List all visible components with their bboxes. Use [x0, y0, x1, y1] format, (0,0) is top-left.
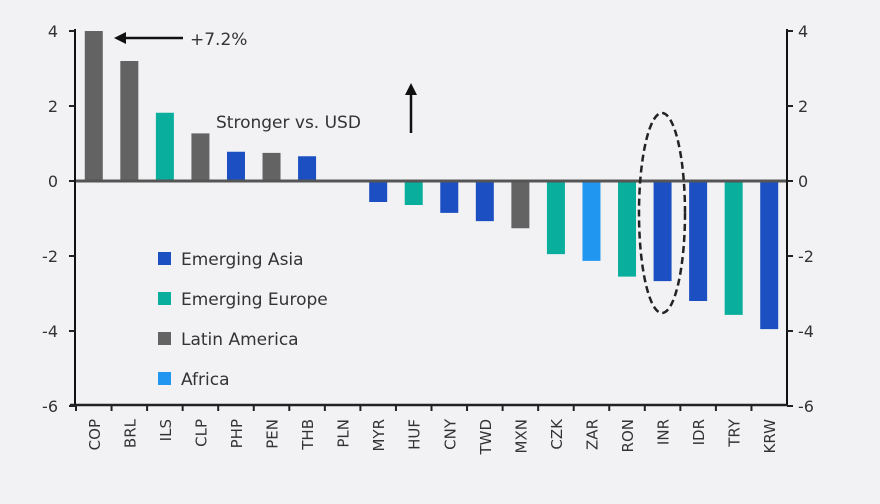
bar-thb [298, 156, 317, 181]
legend-label: Africa [181, 370, 230, 390]
bar-php [226, 151, 245, 181]
legend-swatch [158, 332, 171, 345]
y-tick-label-left: -2 [42, 247, 58, 266]
x-tick-label: MXN [512, 419, 530, 453]
left-arrow-icon [114, 32, 126, 44]
x-tick-label: RON [619, 419, 637, 452]
direction-label: Stronger vs. USD [216, 113, 361, 133]
highlight-ellipse [637, 111, 687, 315]
x-tick-label: KRW [761, 419, 779, 454]
x-tick-label: IDR [690, 419, 708, 445]
x-tick-label: TRY [726, 418, 744, 448]
x-tick-label: CNY [441, 418, 459, 450]
bar-huf [404, 181, 423, 205]
y-tick-label-left: 0 [48, 172, 58, 191]
y-tick-label-right: -6 [798, 397, 814, 416]
x-tick-label: COP [86, 419, 104, 450]
y-tick-label-right: 0 [798, 172, 808, 191]
legend-label: Latin America [181, 330, 299, 350]
clipped-value-label: +7.2% [190, 30, 247, 50]
bar-pen [262, 152, 281, 181]
bar-krw [760, 181, 779, 330]
bar-try [724, 181, 743, 315]
x-tick-label: MYR [370, 419, 388, 452]
bar-myr [369, 181, 388, 202]
legend-swatch [158, 252, 171, 265]
x-tick-label: HUF [406, 419, 424, 450]
legend-swatch [158, 292, 171, 305]
x-tick-label: THB [299, 419, 317, 451]
legend-swatch [158, 372, 171, 385]
y-tick-label-left: 4 [48, 22, 58, 41]
legend-label: Emerging Asia [181, 250, 304, 270]
x-tick-label: BRL [121, 418, 139, 448]
y-tick-label-left: -4 [42, 322, 58, 341]
y-tick-label-right: -4 [798, 322, 814, 341]
up-arrow-icon [405, 83, 417, 95]
bar-cny [440, 181, 459, 213]
x-tick-label: CLP [192, 419, 210, 447]
bar-brl [120, 61, 139, 181]
bar-inr [653, 181, 672, 282]
y-tick-label-right: -2 [798, 247, 814, 266]
y-tick-label-right: 2 [798, 97, 808, 116]
bar-mxn [511, 181, 530, 229]
y-tick-label-left: 2 [48, 97, 58, 116]
x-tick-label: TWD [477, 419, 495, 456]
bar-zar [582, 181, 601, 261]
bar-ron [618, 181, 637, 277]
x-tick-label: ZAR [583, 419, 601, 450]
bar-ils [155, 112, 174, 181]
x-tick-label: INR [655, 419, 673, 445]
x-tick-label: PLN [335, 419, 353, 448]
x-tick-label: PHP [228, 419, 246, 448]
y-tick-label-right: 4 [798, 22, 808, 41]
bar-idr [689, 181, 708, 301]
x-tick-label: PEN [264, 419, 282, 449]
bar-clp [191, 133, 210, 181]
x-tick-label: CZK [548, 418, 566, 450]
y-tick-label-left: -6 [42, 397, 58, 416]
bar-twd [475, 181, 494, 222]
bar-cop [84, 31, 103, 181]
bar-czk [546, 181, 565, 255]
legend-label: Emerging Europe [181, 290, 328, 310]
x-tick-label: ILS [157, 419, 175, 441]
